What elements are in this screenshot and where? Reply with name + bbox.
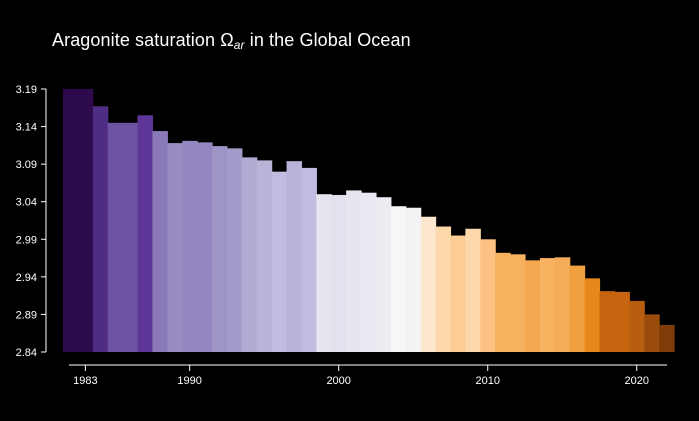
bar-2009 — [465, 228, 481, 352]
bar-2015 — [554, 257, 571, 352]
bar-2014 — [539, 258, 556, 352]
y-tick-label-3.19: 3.19 — [16, 84, 37, 96]
x-tick-label-2000: 2000 — [326, 375, 350, 387]
bar-2022 — [659, 324, 675, 352]
bar-2016 — [569, 265, 586, 352]
chart-title-text: Aragonite saturation Ω — [52, 30, 234, 50]
bar-2010 — [480, 239, 496, 352]
bar-1982 — [63, 89, 79, 352]
bar-1986 — [122, 122, 139, 352]
bar-2020 — [629, 300, 645, 352]
bar-1998 — [301, 167, 317, 352]
bar-1985 — [107, 122, 124, 352]
bar-2007 — [435, 226, 452, 352]
bar-2011 — [495, 252, 511, 352]
bar-1997 — [286, 161, 303, 352]
y-tick-label-2.94: 2.94 — [16, 272, 37, 284]
bar-2013 — [524, 260, 541, 352]
bar-1991 — [197, 142, 213, 352]
bar-2021 — [644, 314, 660, 352]
bar-2005 — [405, 207, 422, 352]
y-tick-label-3.09: 3.09 — [16, 159, 37, 171]
bar-2018 — [599, 291, 615, 352]
y-tick-label-3.04: 3.04 — [16, 197, 37, 209]
bar-1984 — [92, 106, 109, 352]
bar-2006 — [420, 216, 437, 352]
bar-2012 — [510, 254, 526, 352]
bar-2008 — [450, 235, 466, 352]
bar-2004 — [390, 206, 407, 352]
x-tick-label-1983: 1983 — [73, 375, 97, 387]
bar-1989 — [167, 143, 183, 352]
y-tick-label-2.89: 2.89 — [16, 309, 37, 321]
chart-title: Aragonite saturation Ωar in the Global O… — [52, 30, 411, 52]
bar-1995 — [256, 160, 273, 352]
y-tick-label-2.99: 2.99 — [16, 234, 37, 246]
bar-1983 — [77, 89, 94, 352]
chart-title-subscript: ar — [233, 38, 245, 52]
x-tick-label-2010: 2010 — [475, 375, 499, 387]
bar-1996 — [271, 171, 288, 352]
bar-1999 — [316, 194, 332, 352]
bar-1994 — [241, 157, 258, 352]
bar-2002 — [361, 192, 377, 352]
bar-1993 — [226, 148, 243, 352]
bar-1992 — [212, 146, 228, 352]
bar-2019 — [614, 291, 630, 352]
bar-2001 — [346, 190, 362, 352]
bar-1988 — [152, 131, 168, 352]
x-tick-label-2020: 2020 — [625, 375, 649, 387]
x-tick-label-1990: 1990 — [177, 375, 201, 387]
bar-1987 — [137, 115, 154, 352]
chart-title-suffix: in the Global Ocean — [244, 30, 411, 50]
y-tick-label-2.84: 2.84 — [16, 347, 37, 359]
bar-1990 — [182, 140, 198, 352]
bar-2017 — [584, 278, 601, 352]
y-tick-label-3.14: 3.14 — [16, 122, 37, 134]
bar-2000 — [331, 194, 347, 352]
bar-2003 — [375, 197, 392, 352]
